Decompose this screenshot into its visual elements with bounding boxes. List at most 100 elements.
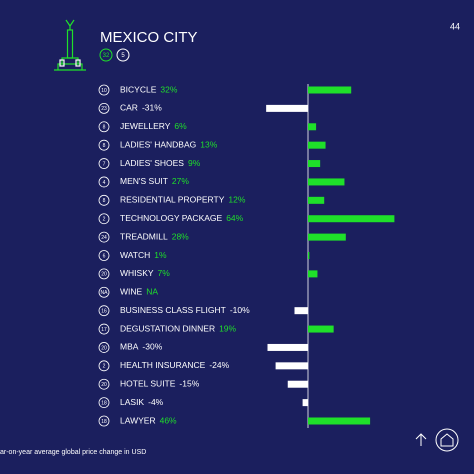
rank-badge: [98, 102, 110, 114]
note: ar-on-year average global price change i…: [0, 449, 146, 456]
rank-badge: [98, 84, 110, 96]
rank-label: 4: [103, 180, 106, 186]
bar: [308, 270, 318, 278]
category-label: TREADMILL: [120, 231, 168, 241]
category-label: MBA: [120, 342, 139, 352]
rank-label: 17: [101, 327, 107, 333]
rank-label: 8: [103, 125, 106, 131]
value-label: 6%: [174, 121, 187, 131]
value-label: 7%: [158, 268, 171, 278]
bar: [308, 233, 346, 241]
badge-label: 5: [121, 53, 125, 59]
value-label: 9%: [188, 158, 201, 168]
bar: [308, 196, 325, 204]
rank-label: 20: [101, 345, 107, 351]
rank-badge: [98, 176, 110, 188]
rank-label: 24: [101, 235, 107, 241]
value-label: -10%: [230, 305, 250, 315]
bar: [308, 325, 334, 333]
rank-badge: [98, 250, 110, 261]
rank-badge: [98, 268, 110, 280]
category-label: BUSINESS CLASS FLIGHT: [120, 305, 226, 315]
value-label: 13%: [200, 139, 217, 149]
category-label: CAR: [120, 103, 138, 113]
bar: [308, 252, 310, 259]
value-label: 64%: [226, 213, 243, 223]
rank-label: 2: [103, 217, 106, 223]
value-label: 27%: [172, 176, 189, 186]
rank-badge: [98, 139, 110, 151]
bar: [308, 123, 317, 131]
value-label: 1%: [154, 250, 167, 260]
value-label: 46%: [160, 415, 177, 425]
rank-badge: [98, 121, 110, 133]
rank-badge: [98, 415, 110, 427]
bar: [287, 380, 308, 388]
page-number: 44: [450, 21, 460, 31]
value-label: -4%: [148, 397, 164, 407]
rank-label: 6: [103, 253, 106, 259]
value-label: 28%: [172, 231, 189, 241]
category-label: RESIDENTIAL PROPERTY: [120, 195, 225, 205]
bar: [266, 104, 308, 112]
category-label: LAWYER: [120, 415, 156, 425]
bar: [308, 417, 371, 425]
bar: [267, 343, 308, 351]
rank-badge: [98, 305, 110, 317]
bar: [308, 215, 395, 223]
category-label: HEALTH INSURANCE: [120, 360, 206, 370]
category-label: DEGUSTATION DINNER: [120, 323, 215, 333]
rank-badge: [98, 213, 110, 225]
rank-label: 2: [103, 364, 106, 370]
home-button[interactable]: [435, 428, 459, 452]
category-label: WHISKY: [120, 268, 154, 278]
rank-label: 18: [101, 419, 107, 425]
category-label: LADIES' SHOES: [120, 158, 184, 168]
value-label: NA: [146, 287, 158, 297]
rank-label: NA: [101, 290, 109, 296]
category-label: MEN'S SUIT: [120, 176, 168, 186]
rank-label: 20: [101, 382, 107, 388]
badge-label: 32: [103, 53, 110, 59]
value-label: -30%: [142, 342, 162, 352]
rank-badge: [98, 397, 110, 409]
category-label: LADIES' HANDBAG: [120, 139, 196, 149]
rank-label: 7: [103, 161, 106, 167]
category-label: LASIK: [120, 397, 144, 407]
rank-badge: [98, 323, 110, 335]
value-label: 12%: [228, 195, 245, 205]
badge: [116, 48, 130, 62]
bar: [308, 86, 352, 94]
rank-label: 10: [101, 88, 107, 94]
monument-icon: [54, 19, 86, 71]
rank-badge: [98, 342, 110, 353]
category-label: JEWELLERY: [120, 121, 171, 131]
category-label: TECHNOLOGY PACKAGE: [120, 213, 223, 223]
title: MEXICO CITY: [100, 29, 198, 46]
rank-badge: [98, 158, 110, 169]
value-label: -15%: [179, 378, 199, 388]
rank-badge: [98, 378, 110, 390]
bar: [302, 399, 308, 407]
bar: [308, 178, 345, 186]
bar: [308, 160, 321, 168]
bar: [294, 307, 308, 315]
rank-label: 16: [101, 308, 107, 314]
rank-label: 18: [101, 400, 107, 406]
rank-label: 8: [103, 198, 106, 204]
category-label: WATCH: [120, 250, 150, 260]
rank-badge: [98, 360, 110, 372]
up-arrow[interactable]: [415, 433, 427, 446]
value-label: 19%: [219, 323, 236, 333]
category-label: BICYCLE: [120, 84, 157, 94]
category-label: HOTEL SUITE: [120, 378, 176, 388]
rank-label: 20: [101, 272, 107, 278]
rank-badge: [98, 286, 110, 298]
rank-badge: [98, 231, 110, 243]
rank-label: 8: [103, 143, 106, 149]
rank-label: 23: [101, 106, 107, 112]
value-label: 32%: [160, 84, 177, 94]
bar: [308, 141, 326, 149]
